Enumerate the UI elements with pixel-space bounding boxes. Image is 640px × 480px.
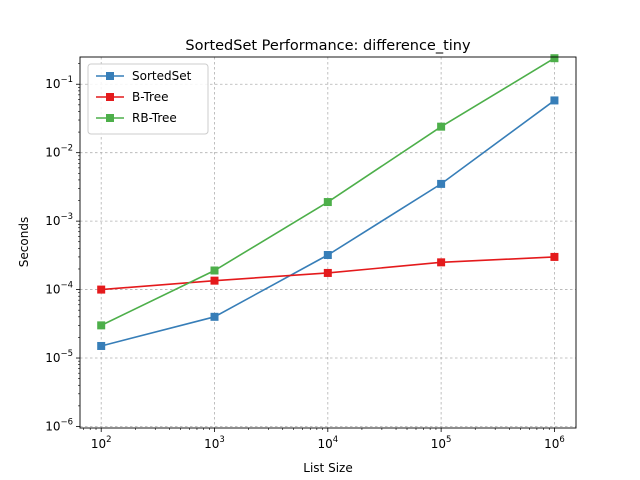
x-axis: 102 103 104 105 106 [83,428,565,451]
data-point-b-tree [550,252,559,261]
legend-label: SortedSet [132,69,192,83]
x-tick-label: 103 [204,435,225,451]
data-point-sortedset [437,179,446,188]
x-tick-label: 104 [317,435,338,451]
legend: SortedSet B-Tree RB-Tree [87,63,209,135]
legend-marker [106,114,114,122]
data-point-sortedset [210,312,219,321]
y-tick-label: 10−4 [45,281,73,297]
series-layer [97,54,559,350]
y-tick-label: 10−6 [45,417,73,433]
data-point-b-tree [323,268,332,277]
chart-title: SortedSet Performance: difference_tiny [185,38,471,54]
series-sortedset [97,96,559,350]
legend-entry-rb-tree: RB-Tree [96,111,177,125]
y-tick-label: 10−2 [45,144,73,160]
data-point-b-tree [210,276,219,285]
legend-label: B-Tree [132,90,168,104]
series-b-tree [97,252,559,294]
data-point-sortedset [323,251,332,260]
legend-label: RB-Tree [132,111,177,125]
y-tick-label: 10−5 [45,349,73,365]
x-axis-label: List Size [303,461,352,475]
y-tick-label: 10−1 [45,75,73,91]
series-rb-tree [97,54,559,330]
legend-box [87,63,209,135]
legend-marker [106,72,114,80]
y-tick-label: 10−3 [45,212,73,228]
legend-entry-sortedset: SortedSet [96,69,192,83]
x-tick-label: 106 [544,435,565,451]
data-point-sortedset [97,341,106,350]
y-axis-label: Seconds [17,217,31,267]
legend-entry-b-tree: B-Tree [96,90,168,104]
data-point-sortedset [550,96,559,105]
data-point-rb-tree [97,321,106,330]
data-point-rb-tree [323,198,332,207]
data-point-b-tree [437,258,446,267]
y-axis: 10−6 10−5 10−4 10−3 10−2 10−1 [45,63,80,433]
x-tick-label: 102 [91,435,112,451]
data-point-rb-tree [210,266,219,275]
x-tick-label: 105 [431,435,452,451]
data-point-rb-tree [550,54,559,63]
data-point-b-tree [97,285,106,294]
legend-marker [106,93,114,101]
data-point-rb-tree [437,122,446,131]
